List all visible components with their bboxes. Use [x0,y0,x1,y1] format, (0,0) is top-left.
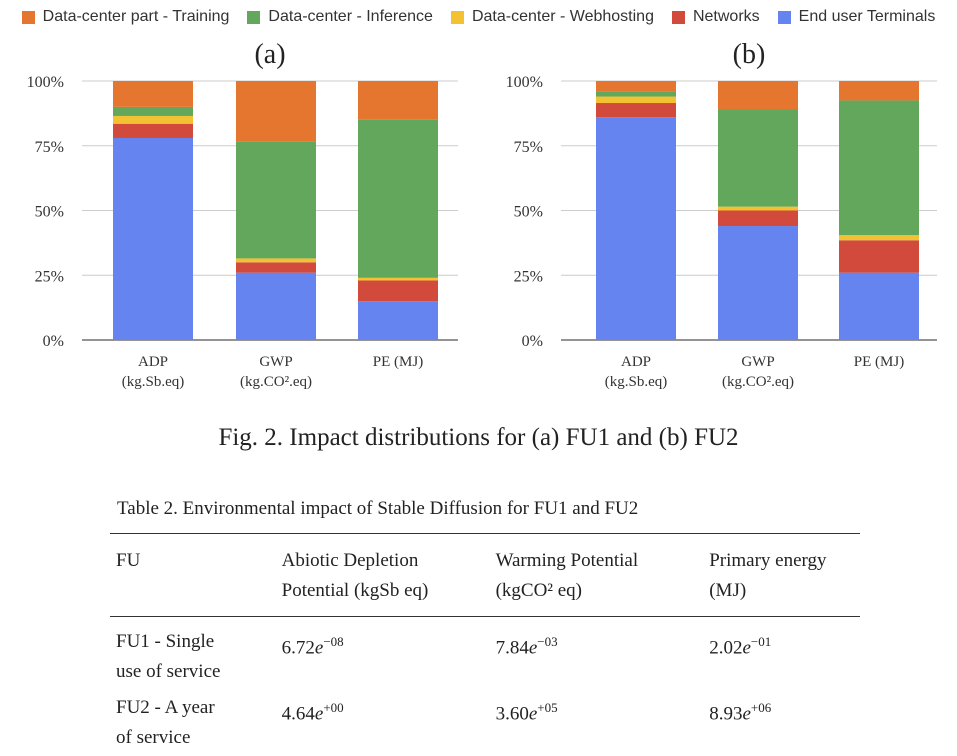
legend-item: Data-center - Inference [247,8,433,26]
cell-fu: FU2 - A year of service [116,697,215,748]
legend-swatch [21,10,35,24]
bar-segment [839,235,919,241]
legend-item: Data-center part - Training [21,8,230,26]
bar-segment [236,272,316,340]
bar-segment [718,226,798,340]
legend-swatch [777,10,791,24]
bar-segment [358,277,438,281]
x-tick-label: PE (MJ) [854,354,904,370]
bar-segment [113,81,193,107]
y-tick-label: 0% [43,333,64,350]
x-tick-label: ADP [138,354,168,370]
chart-title: (a) [254,39,285,70]
bar-segment [236,258,316,263]
legend-label: End user Terminals [798,8,936,25]
bar-segment [718,210,798,227]
bar-segment [358,301,438,340]
bar-segment [596,117,676,340]
bar-segment [358,280,438,302]
x-tick-label: ADP [621,354,651,370]
bar-segment [596,103,676,118]
legend-label: Data-center - Webhosting [471,8,654,25]
x-tick-label: PE (MJ) [373,354,423,370]
legend-label: Data-center part - Training [42,8,230,25]
x-tick-label: GWP [259,354,292,370]
bar-segment [839,240,919,273]
legend-swatch [247,10,261,24]
bar-segment [113,106,193,116]
bar-segment [839,81,919,101]
y-tick-label: 100% [506,74,543,91]
bar-segment [113,115,193,124]
y-tick-label: 25% [514,268,543,285]
x-tick-label: (kg.Sb.eq) [122,374,185,390]
y-tick-label: 75% [514,139,543,156]
bar-segment [113,123,193,138]
chart-legend: Data-center part - Training Data-center -… [0,6,957,28]
bar-segment [596,96,676,104]
bar-segment [718,206,798,211]
x-tick-label: (kg.CO².eq) [240,374,312,390]
bar-segment [358,81,438,120]
bar-segment [596,81,676,92]
legend-item: End user Terminals [777,8,936,26]
bar-segment [718,109,798,207]
legend-item: Networks [671,8,760,26]
header-adp: Abiotic Depletion Potential (kgSb eq) [281,550,429,601]
bar-segment [358,119,438,278]
cell-value: 7.84e−03 [495,634,558,659]
bar-segment [718,81,798,110]
legend-swatch [671,10,685,24]
y-tick-label: 25% [35,268,64,285]
legend-swatch [450,10,464,24]
bar-segment [839,272,919,340]
y-tick-label: 50% [514,204,543,221]
table-row: FU2 - A year of service 4.64e+00 3.60e+05 8.… [110,687,860,753]
cell-value: 6.72e−08 [281,634,344,659]
bar-segment [113,137,193,340]
legend-label: Networks [692,8,760,25]
chart-title: (b) [733,39,766,70]
bar-segment [236,141,316,259]
bar-segment [236,262,316,273]
charts-area: (a) 0% 25% 50% 75% 100% ADP (kg.Sb.eq) GWP (kg.CO… [27,39,937,390]
bar-segment [596,91,676,97]
y-tick-label: 100% [27,74,64,91]
y-tick-label: 0% [522,333,543,350]
table-row: FU1 - Single use of service 6.72e−08 7.84e−… [110,617,860,688]
x-tick-label: (kg.Sb.eq) [605,374,668,390]
bar-segment [839,100,919,236]
cell-value: 2.02e−01 [709,634,772,659]
figure-caption: Fig. 2. Impact distributions for (a) FU1… [218,424,739,451]
y-tick-label: 75% [35,139,64,156]
bar-segment [236,81,316,142]
cell-value: 3.60e+05 [495,700,558,725]
y-tick-label: 50% [35,204,64,221]
legend-item: Data-center - Webhosting [450,8,654,26]
cell-value: 8.93e+06 [709,700,772,725]
legend-label: Data-center - Inference [268,8,433,25]
x-tick-label: (kg.CO².eq) [722,374,794,390]
x-tick-label: GWP [741,354,774,370]
table-title: Table 2. Environmental impact of Stable … [117,498,639,519]
header-pe: Primary energy (MJ) [709,550,827,601]
table-header-row: FU Abiotic Depletion Potential (kgSb eq) … [110,533,860,617]
impact-table: FU Abiotic Depletion Potential (kgSb eq) … [110,533,860,753]
header-fu: FU [116,550,141,571]
cell-value: 4.64e+00 [281,700,344,725]
header-gwp: Warming Potential (kgCO² eq) [495,550,639,601]
cell-fu: FU1 - Single use of service [116,631,221,682]
